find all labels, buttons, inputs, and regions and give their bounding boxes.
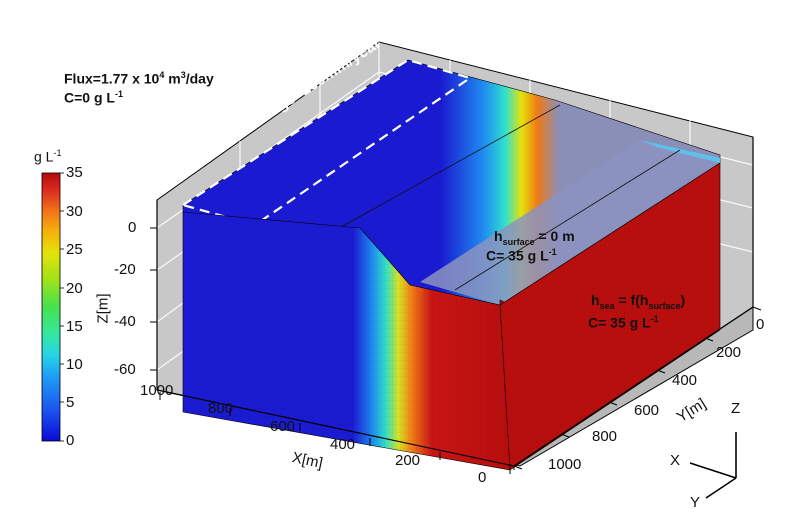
z-tick-minus40: -40	[114, 313, 136, 330]
x-tick-0: 0	[478, 469, 487, 486]
hsea-concentration: C= 35 g L-1	[588, 314, 659, 331]
colorbar-tick-15: 15	[66, 318, 83, 335]
colorbar-ticks	[60, 172, 64, 442]
colorbar-gradient	[41, 172, 61, 442]
colorbar-title: g L-1	[34, 148, 62, 165]
y-tick-1000: 1000	[548, 456, 582, 473]
colorbar-tick-35: 35	[66, 164, 83, 181]
y-tick-0: 0	[756, 316, 765, 333]
x-tick-800: 800	[208, 400, 234, 417]
z-tick-minus20: -20	[114, 261, 136, 278]
triad-y-label: Y	[690, 494, 701, 511]
axis-ticks	[150, 227, 762, 474]
y-tick-600: 600	[634, 402, 660, 419]
sea-surface	[420, 140, 720, 305]
z-axis-label: Z[m]	[94, 293, 112, 324]
flux-label: Flux=1.77 x 104 m3/day	[64, 70, 214, 87]
z-tick-0: 0	[128, 219, 137, 236]
x-tick-1000: 1000	[140, 382, 174, 399]
colorbar-tick-10: 10	[66, 356, 83, 373]
x-tick-400: 400	[330, 436, 356, 453]
hsurface-concentration: C= 35 g L-1	[486, 247, 557, 264]
y-tick-400: 400	[672, 372, 698, 389]
ridge-line	[299, 104, 561, 251]
hsurface-label: hsurface = 0 m	[494, 228, 575, 247]
concentration-label: C=0 g L-1	[64, 89, 123, 106]
colorbar-tick-0: 0	[66, 432, 75, 449]
orientation-triad	[689, 432, 737, 499]
x-tick-600: 600	[270, 418, 296, 435]
y-tick-800: 800	[592, 428, 618, 445]
shore-line	[454, 149, 681, 291]
x-tick-200: 200	[395, 452, 421, 469]
colorbar-tick-5: 5	[66, 394, 75, 411]
z-tick-minus60: -60	[114, 361, 136, 378]
hsea-label: hsea = f(hsurface)	[591, 292, 686, 311]
triad-x-label: X	[670, 452, 681, 469]
colorbar-tick-30: 30	[66, 203, 83, 220]
colorbar-tick-20: 20	[66, 280, 83, 297]
y-tick-200: 200	[716, 344, 742, 361]
sea-surface-strip	[640, 140, 720, 163]
triad-z-label: Z	[731, 400, 741, 417]
colorbar-tick-25: 25	[66, 241, 83, 258]
